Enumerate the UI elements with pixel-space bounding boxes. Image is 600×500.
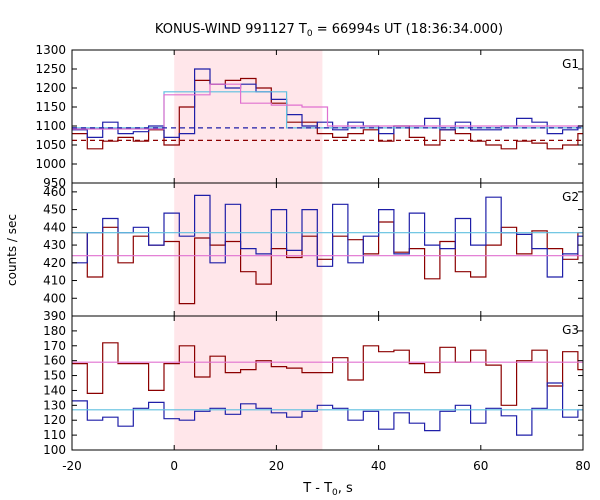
x-axis-label-sub: 0 bbox=[332, 488, 338, 498]
y-tick-label-g3: 160 bbox=[43, 354, 66, 368]
y-tick-label-g1: 1200 bbox=[35, 81, 66, 95]
y-tick-label-g2: 420 bbox=[43, 256, 66, 270]
series-g1-3 bbox=[72, 83, 583, 130]
x-axis-label-main: T - T bbox=[302, 481, 332, 496]
series-g1-1 bbox=[72, 68, 583, 138]
y-tick-label-g2: 440 bbox=[43, 220, 66, 234]
y-tick-label-g2: 410 bbox=[43, 274, 66, 288]
x-tick-label: 0 bbox=[170, 459, 178, 473]
x-tick-label: 20 bbox=[269, 459, 284, 473]
y-tick-label-g2: 400 bbox=[43, 291, 66, 305]
y-tick-label-g2: 430 bbox=[43, 238, 66, 252]
panel-frame-g3 bbox=[71, 315, 584, 451]
shaded-region-g3 bbox=[174, 316, 323, 450]
series-g2-1 bbox=[72, 194, 583, 278]
panel-label-g1: G1 bbox=[562, 57, 579, 71]
x-axis-label-rest: , s bbox=[338, 481, 353, 496]
y-tick-label-g1: 1100 bbox=[35, 119, 66, 133]
y-tick-label-g1: 1000 bbox=[35, 157, 66, 171]
chart-title: KONUS-WIND 991127 T0 = 66994s UT (18:36:… bbox=[155, 22, 503, 39]
y-tick-label-g1: 1050 bbox=[35, 138, 66, 152]
panels-group: 9501000105011001150120012501300G13904004… bbox=[35, 43, 590, 473]
y-tick-label-g3: 170 bbox=[43, 339, 66, 353]
x-tick-label: 80 bbox=[575, 459, 590, 473]
panel-label-g2: G2 bbox=[562, 190, 579, 204]
shaded-region-g1 bbox=[174, 50, 323, 183]
y-tick-label-g3: 130 bbox=[43, 398, 66, 412]
y-axis-label: counts / sec bbox=[5, 214, 19, 286]
x-axis-label: T - T0, s bbox=[302, 481, 353, 498]
chart-title-sub: 0 bbox=[307, 29, 313, 39]
y-tick-label-g3: 110 bbox=[43, 428, 66, 442]
chart-title-rest: = 66994s UT (18:36:34.000) bbox=[313, 22, 503, 37]
y-tick-label-g1: 1250 bbox=[35, 62, 66, 76]
y-tick-label-g1: 950 bbox=[43, 176, 66, 190]
y-tick-label-g1: 1150 bbox=[35, 100, 66, 114]
panel-frame-g2 bbox=[71, 182, 584, 317]
y-tick-label-g2: 460 bbox=[43, 185, 66, 199]
series-g3-1 bbox=[72, 382, 583, 436]
y-tick-label-g3: 120 bbox=[43, 413, 66, 427]
x-tick-label: 60 bbox=[473, 459, 488, 473]
y-tick-label-g3: 180 bbox=[43, 324, 66, 338]
y-tick-label-g2: 450 bbox=[43, 203, 66, 217]
chart-title-main: KONUS-WIND 991127 T bbox=[155, 22, 307, 37]
x-tick-label: -20 bbox=[62, 459, 82, 473]
y-tick-label-g1: 1300 bbox=[35, 43, 66, 57]
panel-label-g3: G3 bbox=[562, 323, 579, 337]
y-tick-label-g3: 150 bbox=[43, 369, 66, 383]
y-tick-label-g3: 100 bbox=[43, 443, 66, 457]
shaded-region-g2 bbox=[174, 183, 323, 316]
x-tick-label: 40 bbox=[371, 459, 386, 473]
y-tick-label-g2: 390 bbox=[43, 309, 66, 323]
y-tick-label-g3: 140 bbox=[43, 383, 66, 397]
series-g3-0 bbox=[72, 342, 583, 406]
